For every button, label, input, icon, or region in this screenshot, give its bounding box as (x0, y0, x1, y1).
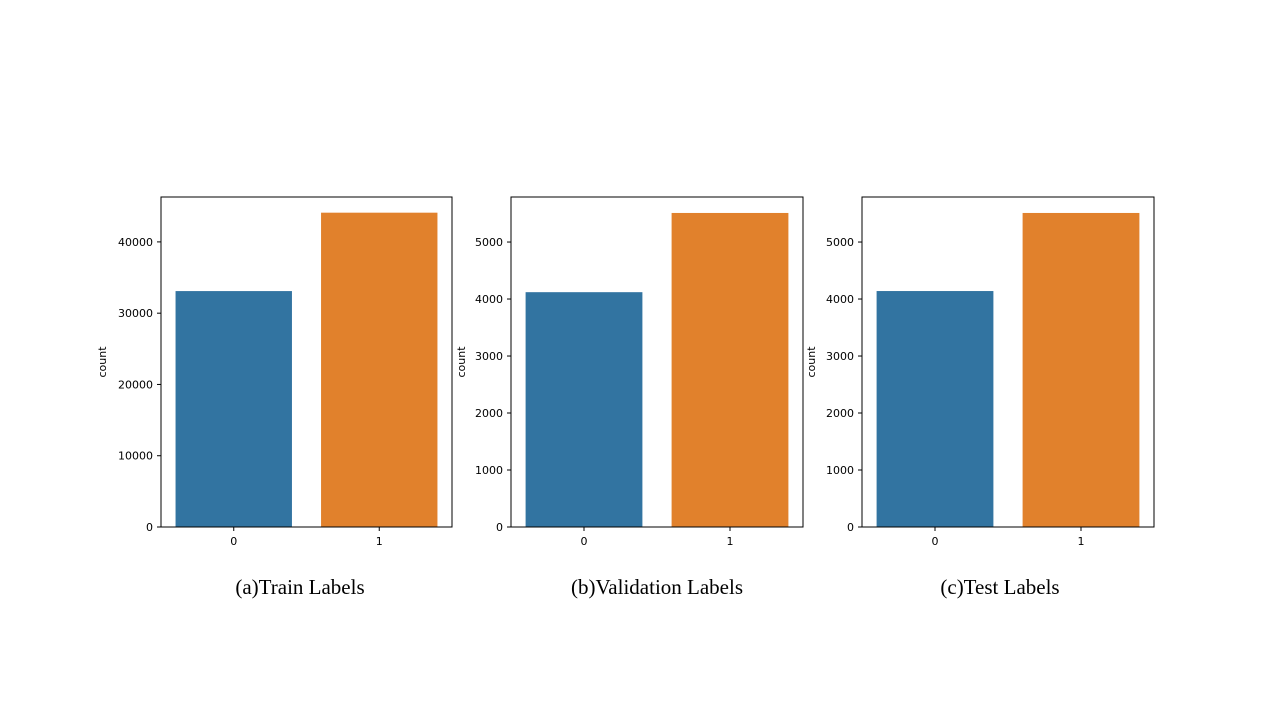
ylabel-test: count (805, 346, 818, 378)
ytick-label-test-0: 0 (847, 521, 854, 534)
ytick-label-test-1000: 1000 (826, 464, 854, 477)
xtick-label-validation-0: 0 (581, 535, 588, 548)
bar-validation-0 (525, 292, 643, 527)
caption-train: (a)Train Labels (235, 575, 364, 599)
ytick-label-train-0: 0 (146, 521, 153, 534)
ytick-label-validation-4000: 4000 (475, 293, 503, 306)
xtick-label-train-0: 0 (230, 535, 237, 548)
ytick-label-validation-3000: 3000 (475, 350, 503, 363)
axes-frame-test (861, 196, 1155, 528)
ytick-label-test-4000: 4000 (826, 293, 854, 306)
axes-frame-validation (510, 196, 804, 528)
ytick-label-test-5000: 5000 (826, 236, 854, 249)
caption-validation: (b)Validation Labels (571, 575, 743, 599)
caption-test: (c)Test Labels (940, 575, 1059, 599)
ytick-label-train-20000: 20000 (118, 378, 153, 391)
ylabel-validation: count (455, 346, 468, 378)
ylabel-train: count (96, 346, 109, 378)
ytick-label-validation-1000: 1000 (475, 464, 503, 477)
plot-area-train: 0 10000 20000 30000 40000 0 1 (118, 196, 453, 548)
panel-validation: 0 1000 2000 3000 4000 5000 0 1 count (b)Validat… (455, 196, 804, 599)
plot-area-validation: 0 1000 2000 3000 4000 5000 0 1 (475, 196, 804, 548)
ytick-label-validation-2000: 2000 (475, 407, 503, 420)
xtick-label-test-0: 0 (932, 535, 939, 548)
bar-train-1 (321, 212, 438, 527)
axes-frame-train (160, 196, 453, 528)
plot-area-test: 0 1000 2000 3000 4000 5000 0 1 (826, 196, 1155, 548)
bar-test-0 (876, 291, 994, 527)
xtick-label-validation-1: 1 (727, 535, 734, 548)
panel-train: 0 10000 20000 30000 40000 0 1 count (a)Train L… (96, 196, 453, 599)
ytick-label-validation-5000: 5000 (475, 236, 503, 249)
ytick-label-train-40000: 40000 (118, 236, 153, 249)
ytick-label-train-10000: 10000 (118, 450, 153, 463)
xtick-label-train-1: 1 (376, 535, 383, 548)
bar-validation-1 (671, 212, 789, 527)
ytick-label-validation-0: 0 (496, 521, 503, 534)
bar-train-0 (175, 291, 292, 527)
ytick-label-train-30000: 30000 (118, 307, 153, 320)
ytick-label-test-3000: 3000 (826, 350, 854, 363)
panel-test: 0 1000 2000 3000 4000 5000 0 1 count (c)Test La… (805, 196, 1155, 599)
ytick-label-test-2000: 2000 (826, 407, 854, 420)
xtick-label-test-1: 1 (1078, 535, 1085, 548)
bar-test-1 (1022, 212, 1140, 527)
